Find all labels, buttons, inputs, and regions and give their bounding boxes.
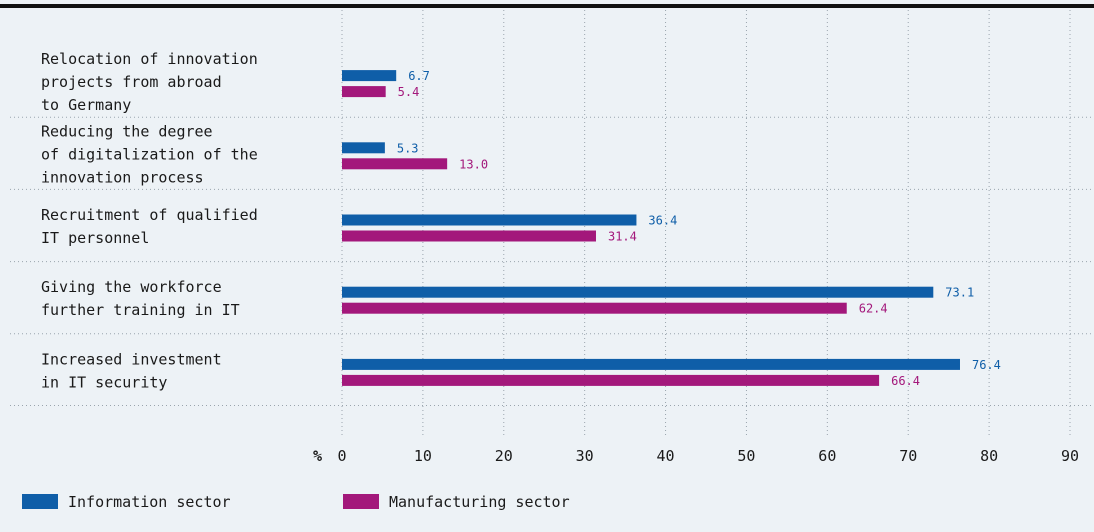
data-label: 31.4	[608, 230, 637, 244]
x-tick-label: 20	[495, 447, 513, 465]
bar	[342, 214, 637, 226]
x-tick-label: 80	[980, 447, 998, 465]
category-label: Increased investment	[41, 350, 222, 368]
legend-label: Information sector	[68, 493, 231, 511]
top-rule	[0, 4, 1094, 8]
legend-label: Manufacturing sector	[389, 493, 570, 511]
bar	[342, 158, 448, 170]
category-label: Recruitment of qualified	[41, 206, 258, 224]
data-label: 66.4	[891, 374, 920, 388]
legend-swatch	[343, 494, 379, 509]
x-tick-label: 50	[737, 447, 755, 465]
bar	[342, 286, 934, 298]
category-label: of digitalization of the	[41, 145, 258, 163]
bar	[342, 302, 847, 314]
x-tick-label: 40	[657, 447, 675, 465]
legend-swatch	[22, 494, 58, 509]
data-label: 6.7	[408, 69, 430, 83]
category-label: projects from abroad	[41, 73, 222, 91]
data-label: 73.1	[945, 286, 974, 300]
x-tick-label: 10	[414, 447, 432, 465]
bar	[342, 142, 385, 154]
x-tick-label: 70	[899, 447, 917, 465]
data-label: 13.0	[459, 157, 488, 171]
category-label: in IT security	[41, 373, 167, 391]
category-label: Reducing the degree	[41, 122, 213, 140]
x-tick-label: 0	[337, 447, 346, 465]
bar	[342, 230, 596, 242]
data-label: 62.4	[859, 302, 888, 316]
category-label: Giving the workforce	[41, 278, 222, 296]
bar	[342, 86, 386, 98]
bar	[342, 70, 397, 82]
x-tick-label: 90	[1061, 447, 1079, 465]
data-label: 5.4	[398, 85, 420, 99]
bar	[342, 374, 880, 386]
data-label: 76.4	[972, 358, 1001, 372]
x-tick-label: 60	[818, 447, 836, 465]
data-label: 36.4	[648, 214, 677, 228]
category-label: further training in IT	[41, 301, 240, 319]
category-label: innovation process	[41, 168, 204, 186]
category-label: Relocation of innovation	[41, 50, 258, 68]
category-label: IT personnel	[41, 229, 149, 247]
x-axis-unit: %	[313, 447, 322, 465]
data-label: 5.3	[397, 141, 419, 155]
bar	[342, 358, 960, 370]
category-label: to Germany	[41, 96, 131, 114]
x-tick-label: 30	[576, 447, 594, 465]
